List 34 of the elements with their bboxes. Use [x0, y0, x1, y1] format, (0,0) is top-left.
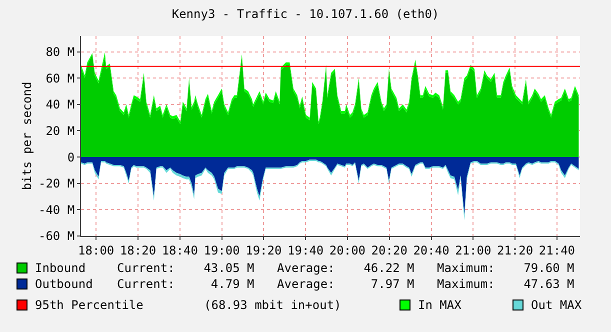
y-tick-label: 0 [67, 150, 75, 164]
x-tick-label: 20:40 [413, 243, 450, 258]
y-tick-label: 60 M [46, 71, 75, 86]
chart-title: Kenny3 - Traffic - 10.107.1.60 (eth0) [172, 7, 440, 22]
y-tick-label: 80 M [46, 44, 75, 59]
x-tick-label: 18:40 [162, 243, 198, 258]
x-tick-label: 18:00 [78, 243, 114, 258]
legend-label: Outbound [35, 277, 93, 291]
y-axis-title: bits per second [20, 82, 34, 190]
x-tick-label: 21:40 [538, 243, 576, 258]
text: Maximum: 79.60 M [437, 261, 574, 275]
text: Current: 4.79 M [117, 277, 254, 291]
y-tick-label: -60 M [38, 229, 75, 244]
x-tick-label: 19:00 [204, 243, 240, 258]
text: Average: 46.22 M [277, 261, 414, 275]
x-tick-label: 19:40 [288, 243, 324, 258]
y-tick-label: 20 M [46, 124, 75, 138]
y-tick-label: -20 M [38, 176, 75, 191]
y-tick-label: -40 M [38, 202, 75, 217]
text: Current: 43.05 M [117, 261, 254, 275]
x-tick-label: 20:00 [329, 243, 366, 258]
x-tick-label: 18:20 [120, 243, 156, 258]
legend-label: Out MAX [531, 298, 582, 312]
x-tick-label: 21:00 [455, 243, 492, 258]
legend-label: 95th Percentile [35, 298, 144, 312]
text: Average: 7.97 M [277, 277, 414, 291]
y-tick-label: 40 M [46, 98, 75, 112]
x-tick-label: 19:20 [246, 243, 282, 258]
legend-label: In MAX [418, 298, 462, 312]
legend-label: Inbound [35, 261, 86, 275]
text: Maximum: 47.63 M [437, 277, 574, 291]
x-tick-label: 20:20 [371, 243, 408, 258]
x-tick-label: 21:20 [496, 243, 534, 258]
text: (68.93 mbit in+out) [204, 298, 342, 312]
